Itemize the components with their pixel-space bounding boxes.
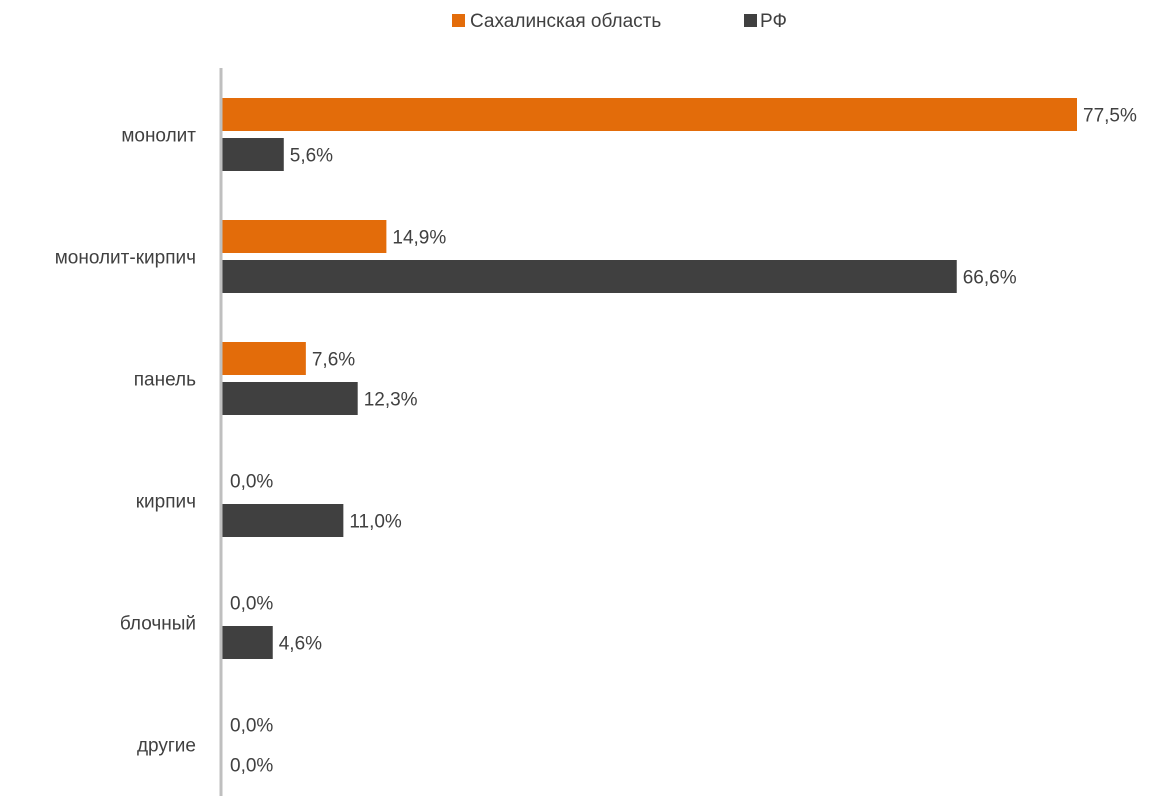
bar-sakhalin [222,98,1077,131]
category-label: блочный [120,614,196,635]
data-label: 4,6% [279,634,322,655]
category-label: монолит-кирпич [55,248,196,269]
category-label: монолит [121,126,196,147]
data-label: 66,6% [963,268,1017,289]
bar-rf [222,260,957,293]
category-label: панель [134,370,196,391]
legend-swatch-0 [452,14,465,27]
bar-rf [222,626,273,659]
category-labels: монолит монолит-кирпич панель кирпич блочный… [55,126,197,757]
chart-legend: Сахалинская область РФ [452,11,787,32]
value-labels: 77,5% 5,6% 14,9% 66,6% 7,6% 12,3% 0,0% 11,0% 0,0… [230,106,1137,777]
bar-rf [222,382,358,415]
category-label: другие [137,736,196,757]
legend-label-0: Сахалинская область [470,11,661,32]
data-label: 0,0% [230,716,273,737]
data-label: 12,3% [364,390,418,411]
bar-sakhalin [222,220,387,253]
bar-sakhalin [222,342,306,375]
data-label: 0,0% [230,472,273,493]
category-label: кирпич [136,492,196,513]
chart-bars [222,98,1077,659]
legend-label-1: РФ [760,11,787,32]
data-label: 77,5% [1083,106,1137,127]
bar-rf [222,138,284,171]
data-label: 7,6% [312,350,355,371]
legend-swatch-1 [744,14,757,27]
data-label: 0,0% [230,756,273,777]
data-label: 5,6% [290,146,333,167]
data-label: 0,0% [230,594,273,615]
data-label: 14,9% [392,228,446,249]
bar-rf [222,504,344,537]
data-label: 11,0% [349,512,402,533]
